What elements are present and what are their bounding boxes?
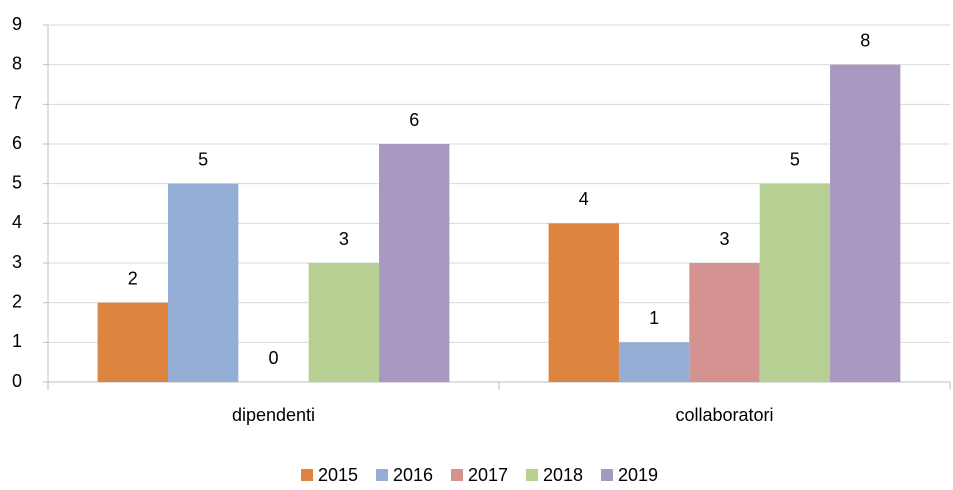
bar bbox=[548, 223, 619, 382]
data-label: 2 bbox=[128, 268, 138, 288]
data-label: 5 bbox=[198, 149, 208, 169]
data-label: 1 bbox=[649, 308, 659, 328]
y-tick-label: 0 bbox=[12, 371, 22, 391]
legend-swatch bbox=[526, 469, 538, 481]
legend-swatch bbox=[376, 469, 388, 481]
y-tick-label: 8 bbox=[12, 53, 22, 73]
y-tick-label: 3 bbox=[12, 252, 22, 272]
y-tick-label: 5 bbox=[12, 172, 22, 192]
data-label: 0 bbox=[268, 348, 278, 368]
legend-swatch bbox=[601, 469, 613, 481]
bar bbox=[759, 183, 831, 382]
x-tick-label: collaboratori bbox=[675, 405, 773, 425]
bar bbox=[308, 263, 380, 382]
y-tick-label: 4 bbox=[12, 212, 22, 232]
legend-label: 2015 bbox=[318, 465, 358, 485]
legend-label: 2017 bbox=[468, 465, 508, 485]
y-tick-label: 1 bbox=[12, 331, 22, 351]
data-label: 3 bbox=[339, 229, 349, 249]
legend-label: 2018 bbox=[543, 465, 583, 485]
y-tick-label: 2 bbox=[12, 291, 22, 311]
data-label: 8 bbox=[860, 30, 870, 50]
legend-label: 2016 bbox=[393, 465, 433, 485]
bar bbox=[167, 183, 239, 382]
data-label: 6 bbox=[409, 110, 419, 130]
bar bbox=[830, 64, 901, 383]
bar bbox=[618, 342, 690, 382]
bar bbox=[97, 302, 168, 382]
bar bbox=[379, 144, 450, 382]
data-label: 5 bbox=[790, 149, 800, 169]
legend-swatch bbox=[301, 469, 313, 481]
x-tick-label: dipendenti bbox=[232, 405, 315, 425]
bar bbox=[689, 263, 760, 382]
y-tick-label: 7 bbox=[12, 93, 22, 113]
legend-swatch bbox=[451, 469, 463, 481]
data-label: 3 bbox=[719, 229, 729, 249]
legend-label: 2019 bbox=[618, 465, 658, 485]
y-tick-label: 6 bbox=[12, 133, 22, 153]
data-label: 4 bbox=[579, 189, 589, 209]
y-tick-label: 9 bbox=[12, 14, 22, 34]
